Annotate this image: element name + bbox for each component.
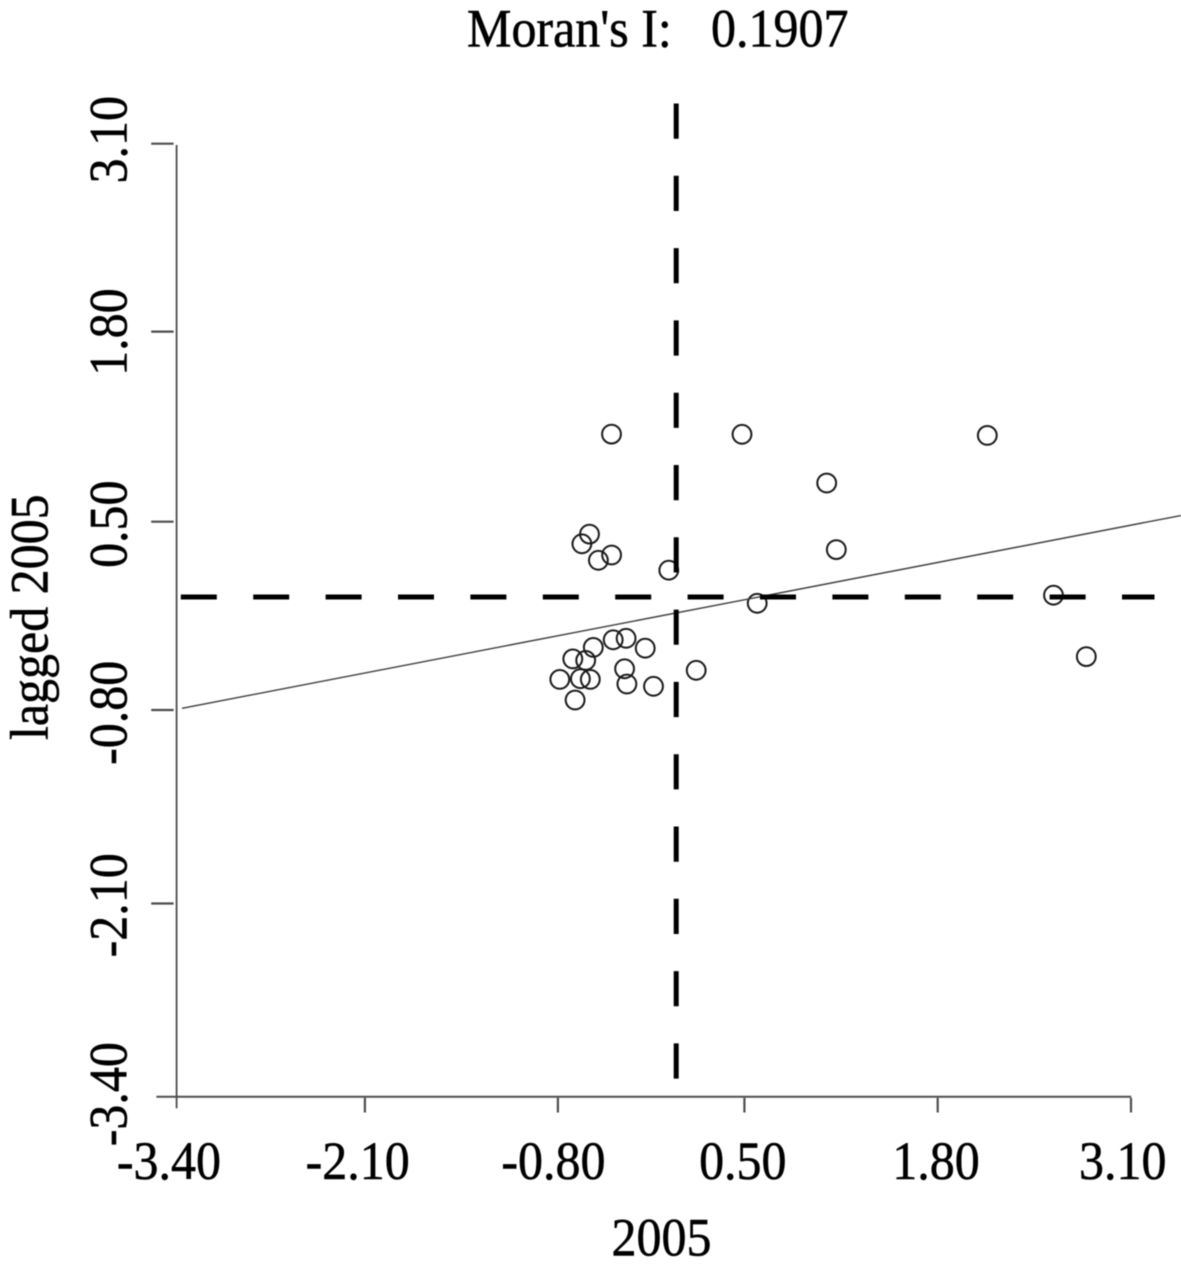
svg-text:3.10: 3.10 — [80, 96, 139, 183]
svg-text:1.80: 1.80 — [80, 288, 139, 375]
svg-text:-0.80: -0.80 — [80, 661, 139, 765]
svg-text:0.1907: 0.1907 — [711, 0, 848, 59]
svg-text:3.10: 3.10 — [1079, 1133, 1166, 1192]
svg-text:Moran's I:: Moran's I: — [467, 0, 672, 59]
svg-text:0.50: 0.50 — [699, 1133, 786, 1192]
svg-text:2005: 2005 — [612, 1209, 712, 1267]
svg-text:lagged 2005: lagged 2005 — [1, 494, 60, 740]
svg-text:-3.40: -3.40 — [80, 1042, 139, 1146]
svg-text:1.80: 1.80 — [892, 1133, 979, 1192]
svg-text:-0.80: -0.80 — [501, 1133, 605, 1192]
svg-text:-3.40: -3.40 — [117, 1133, 221, 1192]
svg-text:0.50: 0.50 — [80, 480, 139, 567]
svg-text:-2.10: -2.10 — [306, 1133, 410, 1192]
svg-text:-2.10: -2.10 — [80, 853, 139, 957]
